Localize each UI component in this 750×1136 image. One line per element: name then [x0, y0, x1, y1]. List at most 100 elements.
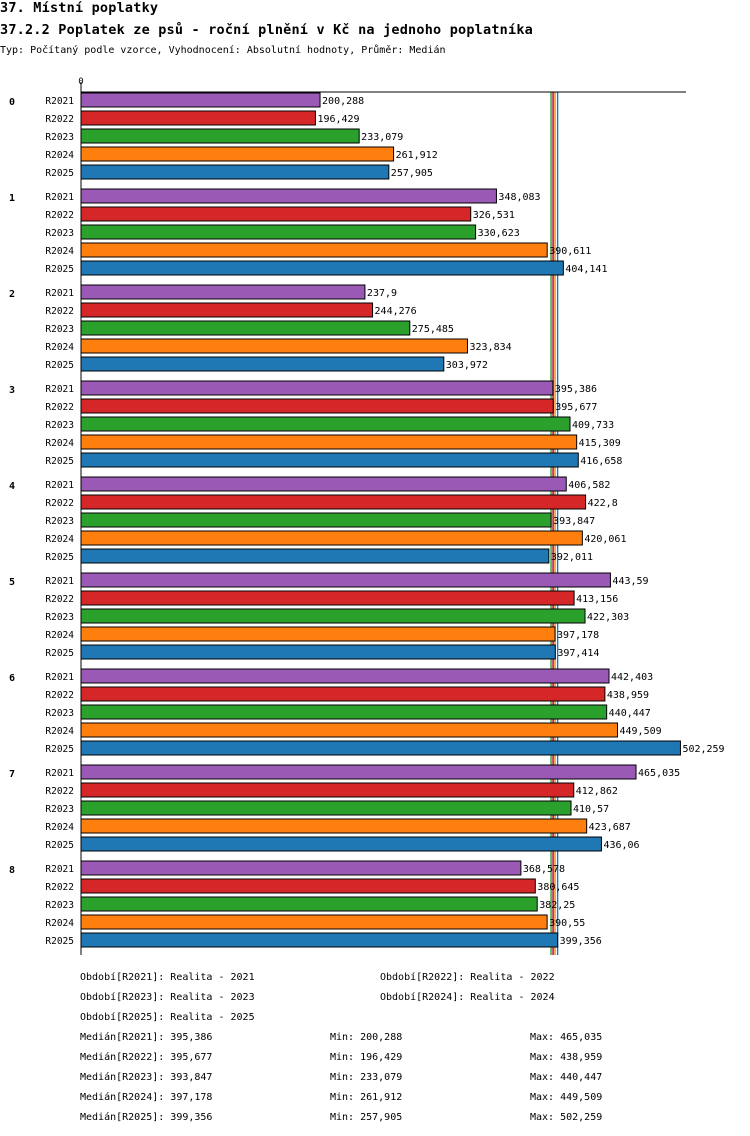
bar-1-r2025 — [80, 260, 564, 276]
bar-series-label: R2021 — [45, 672, 74, 683]
bar-series-label: R2023 — [45, 228, 74, 239]
bar-value-label: 200,288 — [322, 96, 364, 107]
bar-value-label: 443,59 — [612, 576, 648, 587]
bar-series-label: R2025 — [45, 648, 74, 659]
bar-series-label: R2022 — [45, 690, 74, 701]
bar-series-label: R2024 — [45, 534, 74, 545]
bar-series-label: R2025 — [45, 264, 74, 275]
bar-2-r2025 — [80, 356, 445, 372]
bar-value-label: 442,403 — [611, 672, 653, 683]
stat-min-r2021: Min: 200,288 — [330, 1032, 403, 1043]
bar-series-label: R2021 — [45, 384, 74, 395]
bar-0-r2021 — [80, 92, 321, 108]
stat-min-r2023: Min: 233,079 — [330, 1072, 403, 1083]
bar-1-r2023 — [80, 224, 477, 240]
bar-2-r2024 — [80, 338, 468, 354]
bar-0-r2025 — [80, 164, 390, 180]
bar-value-label: 415,309 — [579, 438, 621, 449]
stat-min-r2024: Min: 261,912 — [330, 1092, 403, 1103]
bar-3-r2022 — [80, 398, 554, 414]
bar-value-label: 390,55 — [549, 918, 585, 929]
category-label-6: 6 — [9, 673, 15, 684]
stat-max-r2023: Max: 440,447 — [530, 1072, 603, 1083]
bar-value-label: 413,156 — [576, 594, 618, 605]
stat-max-r2024: Max: 449,509 — [530, 1092, 603, 1103]
bar-3-r2023 — [80, 416, 571, 432]
bar-value-label: 382,25 — [539, 900, 575, 911]
bar-8-r2024 — [80, 914, 548, 930]
bar-5-r2021 — [80, 572, 611, 588]
bar-7-r2024 — [80, 818, 588, 834]
stat-min-r2022: Min: 196,429 — [330, 1052, 403, 1063]
bar-series-label: R2021 — [45, 96, 74, 107]
bar-value-label: 416,658 — [580, 456, 622, 467]
bar-value-label: 410,57 — [573, 804, 609, 815]
bar-4-r2021 — [80, 476, 567, 492]
bar-5-r2023 — [80, 608, 586, 624]
category-label-2: 2 — [9, 289, 15, 300]
bar-value-label: 330,623 — [478, 228, 520, 239]
bar-8-r2023 — [80, 896, 538, 912]
bar-value-label: 303,972 — [446, 360, 488, 371]
bar-6-r2021 — [80, 668, 610, 684]
bar-7-r2022 — [80, 782, 575, 798]
bar-series-label: R2025 — [45, 936, 74, 947]
category-label-5: 5 — [9, 577, 15, 588]
bar-8-r2021 — [80, 860, 522, 876]
bar-value-label: 390,611 — [549, 246, 591, 257]
bar-value-label: 422,303 — [587, 612, 629, 623]
bar-7-r2023 — [80, 800, 572, 816]
category-label-0: 0 — [9, 97, 15, 108]
bar-series-label: R2024 — [45, 150, 74, 161]
stat-max-r2021: Max: 465,035 — [530, 1032, 603, 1043]
bar-0-r2022 — [80, 110, 316, 126]
bar-value-label: 397,178 — [557, 630, 599, 641]
stat-median-r2022: Medián[R2022]: 395,677 — [80, 1052, 213, 1063]
bar-value-label: 404,141 — [565, 264, 607, 275]
bar-series-label: R2025 — [45, 456, 74, 467]
bar-0-r2023 — [80, 128, 360, 144]
bar-7-r2025 — [80, 836, 602, 852]
x-axis-zero-label: 0 — [78, 77, 83, 87]
bar-series-label: R2023 — [45, 804, 74, 815]
bar-series-label: R2024 — [45, 438, 74, 449]
bar-value-label: 399,356 — [560, 936, 602, 947]
bar-3-r2025 — [80, 452, 579, 468]
bar-1-r2022 — [80, 206, 472, 222]
bar-1-r2021 — [80, 188, 497, 204]
bar-value-label: 465,035 — [638, 768, 680, 779]
legend-period-r2023: Období[R2023]: Realita - 2023 — [80, 992, 255, 1003]
category-label-1: 1 — [9, 193, 15, 204]
category-label-7: 7 — [9, 769, 15, 780]
bar-series-label: R2024 — [45, 918, 74, 929]
bar-value-label: 380,645 — [537, 882, 579, 893]
bar-4-r2022 — [80, 494, 587, 510]
bar-series-label: R2024 — [45, 726, 74, 737]
legend-period-r2024: Období[R2024]: Realita - 2024 — [380, 992, 555, 1003]
bar-series-label: R2022 — [45, 498, 74, 509]
bar-2-r2021 — [80, 284, 366, 300]
bar-series-label: R2021 — [45, 864, 74, 875]
bar-value-label: 348,083 — [498, 192, 540, 203]
bar-series-label: R2023 — [45, 612, 74, 623]
bar-series-label: R2023 — [45, 324, 74, 335]
bar-value-label: 395,677 — [555, 402, 597, 413]
bar-8-r2025 — [80, 932, 559, 948]
bar-value-label: 438,959 — [607, 690, 649, 701]
bar-series-label: R2021 — [45, 288, 74, 299]
bar-value-label: 449,509 — [619, 726, 661, 737]
bar-series-label: R2023 — [45, 708, 74, 719]
bar-value-label: 436,06 — [603, 840, 639, 851]
stat-max-r2025: Max: 502,259 — [530, 1112, 603, 1123]
category-label-3: 3 — [9, 385, 15, 396]
bar-5-r2022 — [80, 590, 575, 606]
bar-4-r2024 — [80, 530, 583, 546]
bar-value-label: 368,578 — [523, 864, 565, 875]
chart-type-line: Typ: Počítaný podle vzorce, Vyhodnocení:… — [0, 45, 446, 56]
category-label-4: 4 — [9, 481, 15, 492]
bar-2-r2022 — [80, 302, 374, 318]
bar-value-label: 420,061 — [584, 534, 626, 545]
bar-series-label: R2023 — [45, 516, 74, 527]
bar-6-r2022 — [80, 686, 606, 702]
